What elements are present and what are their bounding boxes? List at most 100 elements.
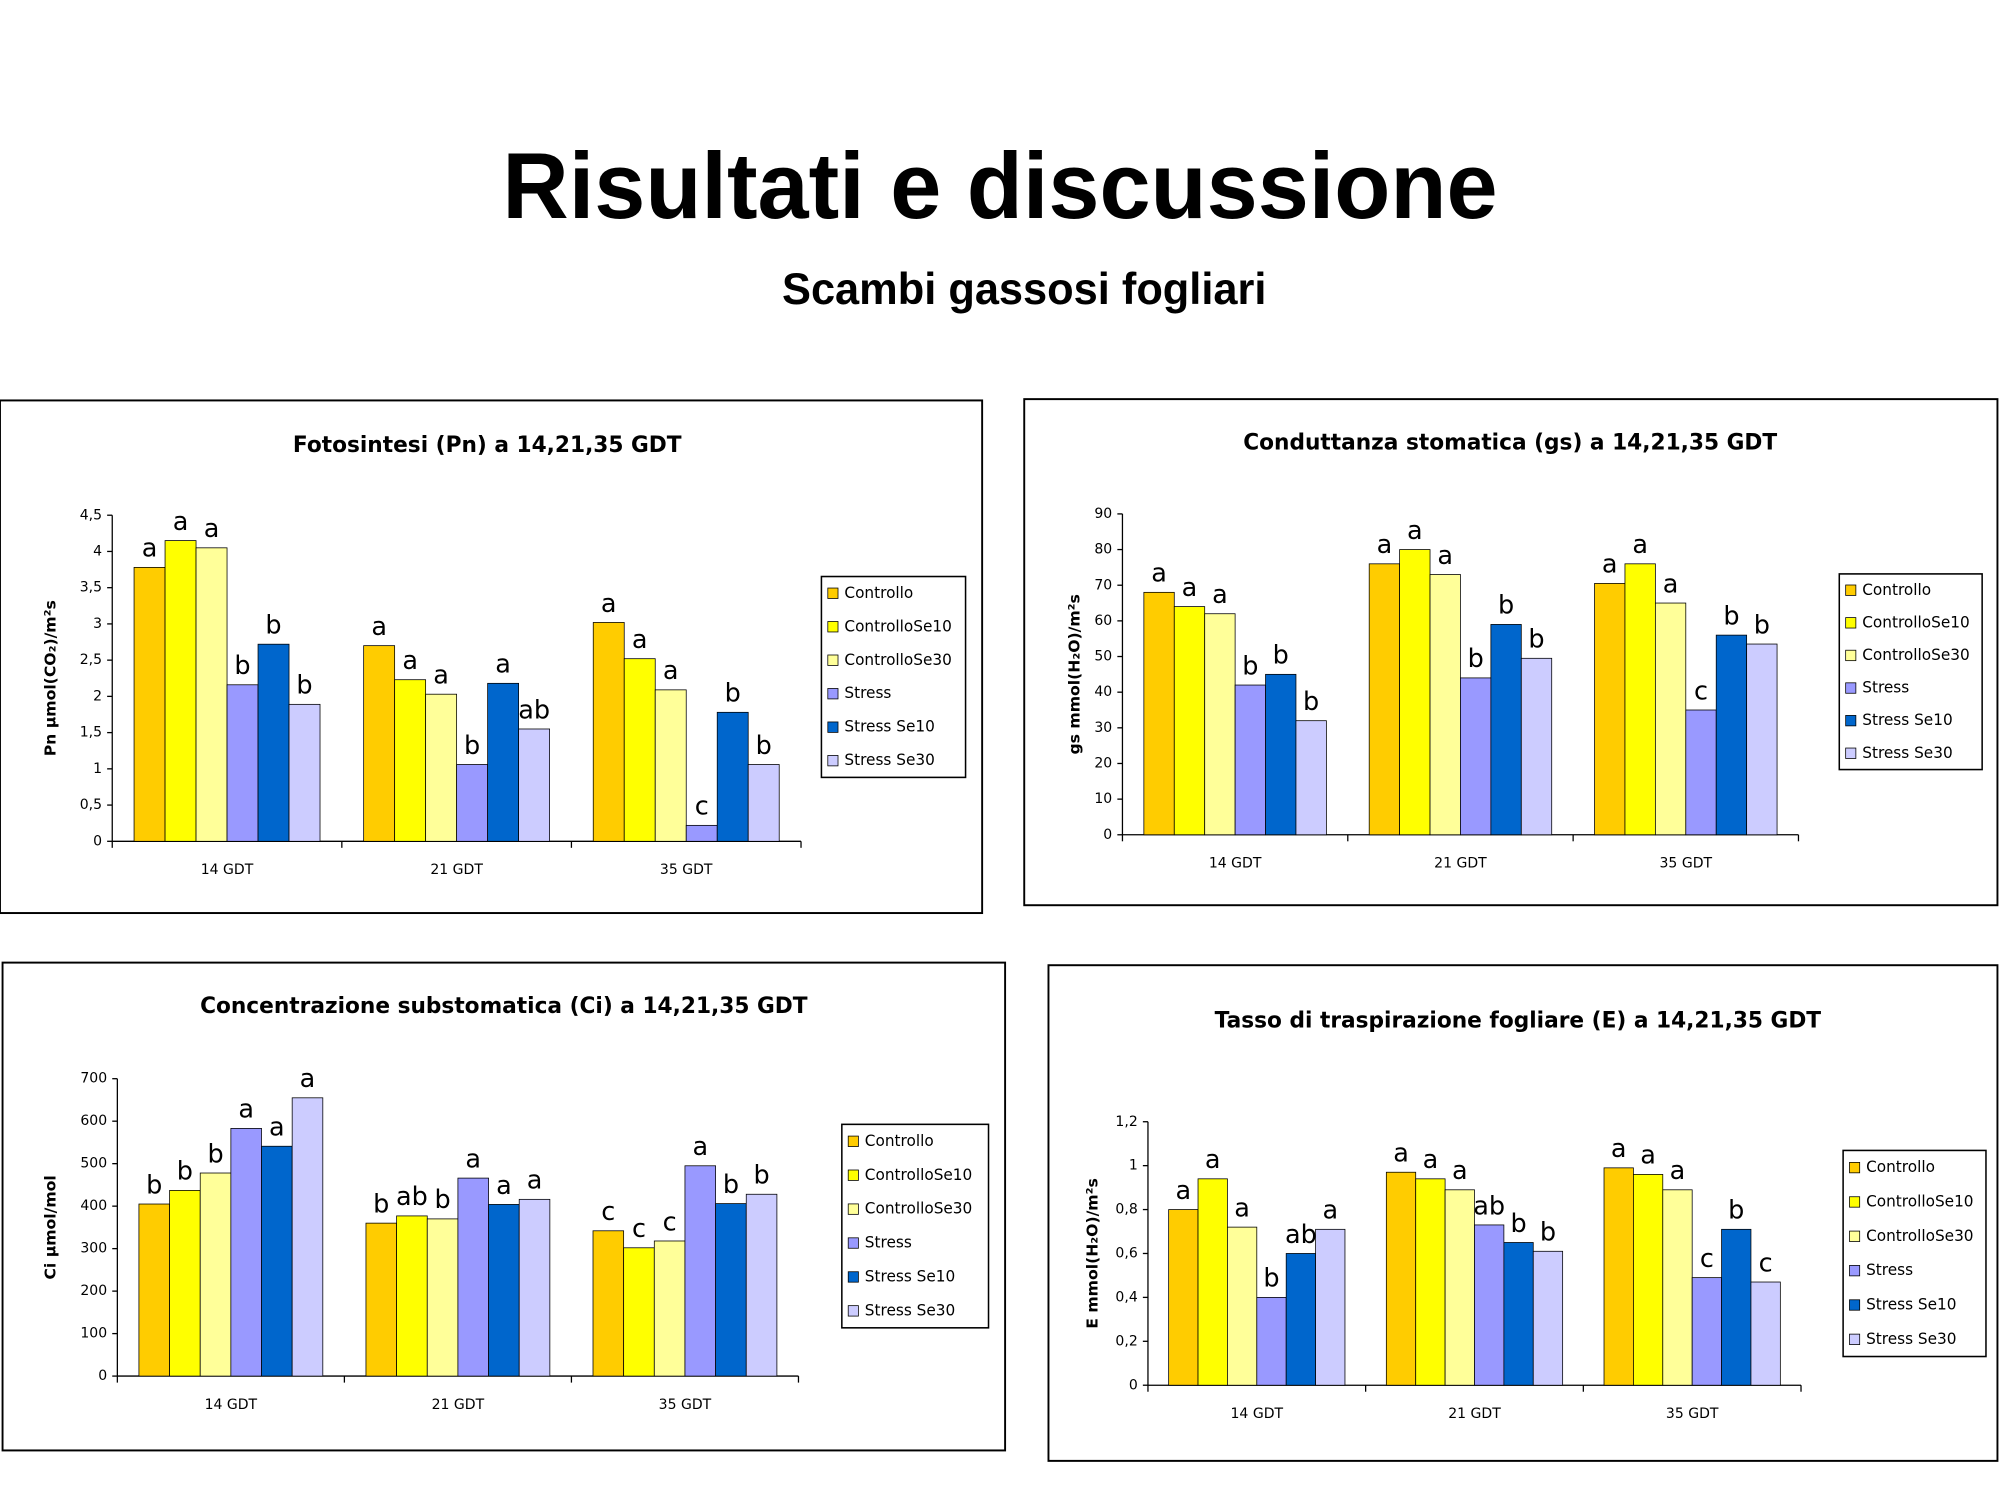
bar-letter: a (1670, 1156, 1686, 1186)
legend-frame (1838, 573, 1983, 771)
bar (1143, 591, 1175, 836)
legend-label: ControlloSe10 (1866, 1192, 1973, 1210)
bar (1685, 709, 1717, 836)
x-tick-label: 35 GDT (1660, 855, 1713, 871)
y-tick-label: 2 (93, 688, 102, 704)
bar-letter: b (723, 1170, 739, 1200)
bar-letter: a (1234, 1193, 1250, 1223)
legend-frame (820, 575, 967, 779)
legend-label: Stress Se10 (865, 1267, 955, 1285)
bar (425, 693, 458, 842)
bar (1594, 583, 1626, 836)
legend-label: Controllo (1862, 581, 1931, 599)
bar-letter: b (1468, 644, 1484, 674)
bar (1385, 1171, 1417, 1386)
bar-letter: a (1663, 569, 1679, 599)
bar (226, 684, 259, 842)
legend-swatch (827, 587, 839, 599)
y-tick-label: 0 (98, 1368, 107, 1384)
bar-letter: b (234, 651, 250, 681)
y-tick-label: 50 (1094, 648, 1112, 664)
legend-label: Stress (865, 1233, 912, 1251)
bar-letter: a (692, 1132, 708, 1162)
bar (164, 540, 197, 842)
y-tick-label: 40 (1094, 684, 1112, 700)
bar-letter: a (238, 1094, 254, 1124)
y-tick-label: 0,6 (1115, 1245, 1137, 1261)
y-tick-label: 600 (80, 1113, 107, 1129)
bar-letter: a (402, 646, 418, 676)
bar (518, 1198, 551, 1377)
legend-swatch (1845, 682, 1857, 694)
bar (745, 1193, 778, 1377)
slide-subtitle: Scambi gassosi fogliari (782, 264, 1266, 314)
legend-swatch (847, 1305, 859, 1317)
bar-letter: a (1176, 1176, 1192, 1206)
legend-swatch (847, 1237, 859, 1249)
bar (426, 1218, 459, 1377)
legend-label: Controllo (1866, 1158, 1935, 1176)
legend-label: ControlloSe10 (1862, 613, 1969, 631)
x-tick-label: 21 GDT (1434, 855, 1487, 871)
bar (1532, 1250, 1564, 1386)
legend-swatch (847, 1135, 859, 1147)
chart-title: Tasso di traspirazione fogliare (E) a 14… (1215, 1008, 1822, 1033)
bar-letter: b (146, 1170, 162, 1200)
y-tick-label: 60 (1094, 613, 1112, 629)
bar (1662, 1189, 1693, 1386)
legend-swatch (1849, 1230, 1861, 1242)
y-tick-label: 0,2 (1115, 1333, 1137, 1349)
legend-swatch (1849, 1299, 1861, 1311)
x-tick-label: 14 GDT (205, 1397, 258, 1413)
legend-label: ControlloSe30 (865, 1200, 972, 1218)
bar-letter: a (601, 589, 617, 619)
y-tick-label: 0 (1103, 827, 1112, 843)
bar-letter: b (756, 731, 772, 761)
bar (396, 1215, 428, 1377)
bar-letter: c (663, 1207, 677, 1237)
bar (457, 1177, 489, 1377)
legend-swatch (1849, 1196, 1861, 1208)
bar-letter: b (1303, 687, 1319, 717)
bar-letter: b (1528, 624, 1544, 654)
bar (1603, 1167, 1634, 1386)
legend-frame (841, 1123, 990, 1329)
y-tick-label: 70 (1094, 577, 1112, 593)
bar (487, 682, 520, 842)
legend-swatch (827, 621, 839, 633)
y-tick-label: 400 (80, 1198, 107, 1214)
bar-letter: b (464, 731, 480, 761)
bar (684, 1165, 716, 1377)
bar-letter: b (1498, 591, 1514, 621)
bar (1234, 684, 1266, 836)
y-tick-label: 80 (1094, 541, 1112, 557)
legend-label: ControlloSe30 (1866, 1227, 1973, 1245)
bar (365, 1222, 397, 1377)
bar (653, 1240, 686, 1377)
legend-label: Stress Se10 (844, 718, 934, 736)
bar-letter: b (373, 1189, 389, 1219)
bar (1295, 720, 1327, 836)
legend-swatch (827, 755, 839, 767)
bar-letter: b (1754, 610, 1770, 640)
bar (1227, 1226, 1258, 1386)
bar (230, 1128, 262, 1377)
bar-letter: b (1728, 1195, 1744, 1225)
bar-letter: a (465, 1144, 481, 1174)
bar-letter: c (1759, 1248, 1773, 1278)
bar (1204, 613, 1236, 836)
bar (685, 824, 718, 842)
bar (1256, 1297, 1287, 1386)
bar (1285, 1253, 1316, 1386)
legend-label: Controllo (844, 584, 913, 602)
chart-title: Conduttanza stomatica (gs) a 14,21,35 GD… (1243, 430, 1777, 455)
y-tick-label: 0 (93, 833, 102, 849)
y-tick-label: 500 (80, 1156, 107, 1172)
y-tick-label: 4,5 (80, 507, 102, 523)
bar-letter: b (1263, 1263, 1279, 1293)
bar-letter: a (1322, 1195, 1338, 1225)
bar-letter: a (1602, 550, 1618, 580)
bar-letter: b (207, 1139, 223, 1169)
legend-label: ControlloSe10 (844, 617, 951, 635)
